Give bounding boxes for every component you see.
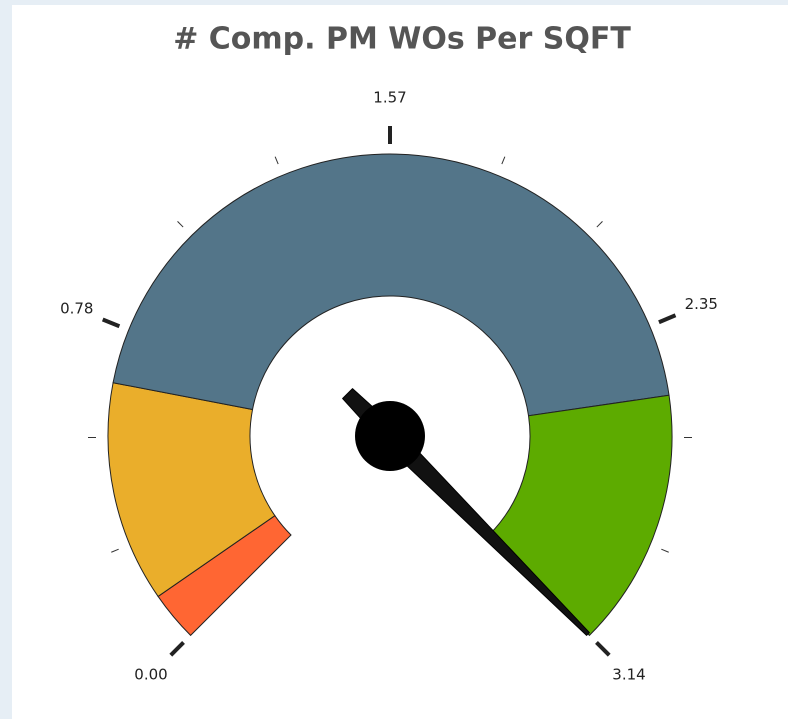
gauge-band — [112, 153, 670, 417]
major-tick — [101, 317, 121, 329]
major-tick — [658, 313, 677, 325]
tick-label: 2.35 — [685, 295, 718, 313]
gauge-band — [107, 382, 276, 598]
needle-hub — [355, 401, 425, 471]
tick-label: 0.78 — [60, 299, 93, 317]
tick-label: 3.14 — [612, 666, 645, 684]
minor-tick — [111, 548, 119, 553]
tick-label: 1.57 — [373, 89, 406, 107]
minor-tick — [661, 548, 669, 553]
minor-tick — [596, 221, 603, 228]
tick-label: 0.00 — [134, 666, 167, 684]
minor-tick — [177, 221, 184, 228]
major-tick — [169, 641, 185, 657]
major-tick — [595, 641, 611, 657]
minor-tick — [274, 156, 279, 165]
chart-title: # Comp. PM WOs Per SQFT — [173, 22, 631, 57]
minor-tick — [501, 156, 506, 165]
